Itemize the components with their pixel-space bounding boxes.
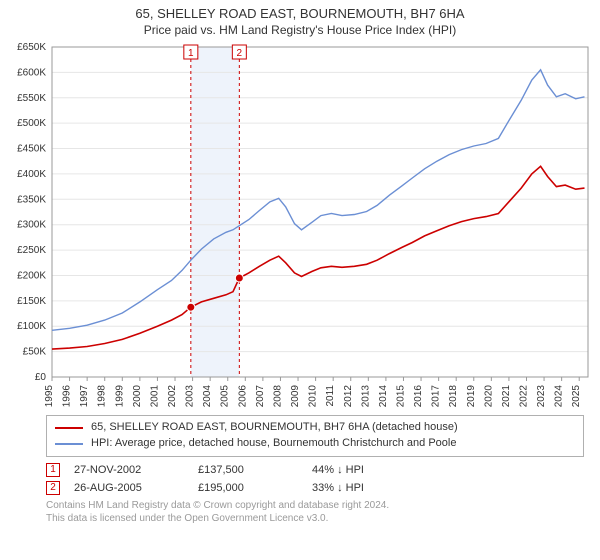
title-block: 65, SHELLEY ROAD EAST, BOURNEMOUTH, BH7 … xyxy=(0,0,600,39)
svg-text:2008: 2008 xyxy=(272,385,283,408)
svg-text:£50K: £50K xyxy=(23,347,47,358)
svg-text:£600K: £600K xyxy=(17,67,46,78)
sale-row-1: 1 27-NOV-2002 £137,500 44% ↓ HPI xyxy=(46,463,584,477)
svg-text:2015: 2015 xyxy=(395,385,406,408)
svg-text:2: 2 xyxy=(237,48,243,59)
svg-text:2009: 2009 xyxy=(290,385,301,408)
svg-text:1998: 1998 xyxy=(97,385,108,408)
svg-text:2004: 2004 xyxy=(202,385,213,408)
svg-text:2022: 2022 xyxy=(518,385,529,408)
legend-label-1: 65, SHELLEY ROAD EAST, BOURNEMOUTH, BH7 … xyxy=(91,420,458,436)
svg-text:2018: 2018 xyxy=(448,385,459,408)
svg-text:2003: 2003 xyxy=(185,385,196,408)
sales-table: 1 27-NOV-2002 £137,500 44% ↓ HPI 2 26-AU… xyxy=(46,463,584,495)
sale-date-2: 26-AUG-2005 xyxy=(74,482,184,494)
legend-swatch-1 xyxy=(55,427,83,429)
sale-price-1: £137,500 xyxy=(198,464,298,476)
svg-text:2021: 2021 xyxy=(501,385,512,408)
svg-text:2016: 2016 xyxy=(413,385,424,408)
svg-text:2007: 2007 xyxy=(255,385,266,408)
legend-swatch-2 xyxy=(55,443,83,445)
svg-text:£650K: £650K xyxy=(17,42,46,53)
svg-text:1999: 1999 xyxy=(114,385,125,408)
svg-text:1: 1 xyxy=(188,48,194,59)
svg-text:1996: 1996 xyxy=(62,385,73,408)
svg-text:£100K: £100K xyxy=(17,321,46,332)
legend: 65, SHELLEY ROAD EAST, BOURNEMOUTH, BH7 … xyxy=(46,415,584,457)
sale-diff-1: 44% ↓ HPI xyxy=(312,464,432,476)
svg-text:£200K: £200K xyxy=(17,270,46,281)
sale-marker-1: 1 xyxy=(46,463,60,477)
legend-row-hpi: HPI: Average price, detached house, Bour… xyxy=(55,436,575,452)
svg-text:2012: 2012 xyxy=(343,385,354,408)
svg-text:2010: 2010 xyxy=(308,385,319,408)
svg-text:2005: 2005 xyxy=(220,385,231,408)
svg-text:1995: 1995 xyxy=(44,385,55,408)
footnote: Contains HM Land Registry data © Crown c… xyxy=(46,499,584,526)
svg-text:2014: 2014 xyxy=(378,385,389,408)
title-line1: 65, SHELLEY ROAD EAST, BOURNEMOUTH, BH7 … xyxy=(8,6,592,21)
svg-text:2019: 2019 xyxy=(466,385,477,408)
svg-text:2017: 2017 xyxy=(431,385,442,408)
legend-label-2: HPI: Average price, detached house, Bour… xyxy=(91,436,456,452)
svg-text:2025: 2025 xyxy=(571,385,582,408)
sale-diff-2: 33% ↓ HPI xyxy=(312,482,432,494)
svg-text:2020: 2020 xyxy=(483,385,494,408)
footnote-line1: Contains HM Land Registry data © Crown c… xyxy=(46,499,584,513)
footnote-line2: This data is licensed under the Open Gov… xyxy=(46,512,584,526)
svg-text:2001: 2001 xyxy=(149,385,160,408)
svg-text:1997: 1997 xyxy=(79,385,90,408)
chart-container: £0 £50K £100K £150K £200K £250K £300K £350K £400… xyxy=(0,39,600,409)
svg-text:2002: 2002 xyxy=(167,385,178,408)
svg-text:£550K: £550K xyxy=(17,93,46,104)
price-chart: £0 £50K £100K £150K £200K £250K £300K £350K £400… xyxy=(0,39,600,409)
svg-text:£0: £0 xyxy=(35,372,47,383)
sale-row-2: 2 26-AUG-2005 £195,000 33% ↓ HPI xyxy=(46,481,584,495)
svg-text:2006: 2006 xyxy=(237,385,248,408)
svg-text:2024: 2024 xyxy=(554,385,565,408)
sale-price-2: £195,000 xyxy=(198,482,298,494)
svg-text:£350K: £350K xyxy=(17,194,46,205)
svg-text:2023: 2023 xyxy=(536,385,547,408)
svg-text:£450K: £450K xyxy=(17,144,46,155)
svg-text:2000: 2000 xyxy=(132,385,143,408)
sale-date-1: 27-NOV-2002 xyxy=(74,464,184,476)
svg-text:£500K: £500K xyxy=(17,118,46,129)
svg-text:£400K: £400K xyxy=(17,169,46,180)
svg-text:£150K: £150K xyxy=(17,296,46,307)
legend-row-price-paid: 65, SHELLEY ROAD EAST, BOURNEMOUTH, BH7 … xyxy=(55,420,575,436)
svg-text:£250K: £250K xyxy=(17,245,46,256)
svg-text:2011: 2011 xyxy=(325,385,336,407)
title-line2: Price paid vs. HM Land Registry's House … xyxy=(8,23,592,37)
sale-marker-2: 2 xyxy=(46,481,60,495)
svg-text:2013: 2013 xyxy=(360,385,371,408)
svg-text:£300K: £300K xyxy=(17,220,46,231)
